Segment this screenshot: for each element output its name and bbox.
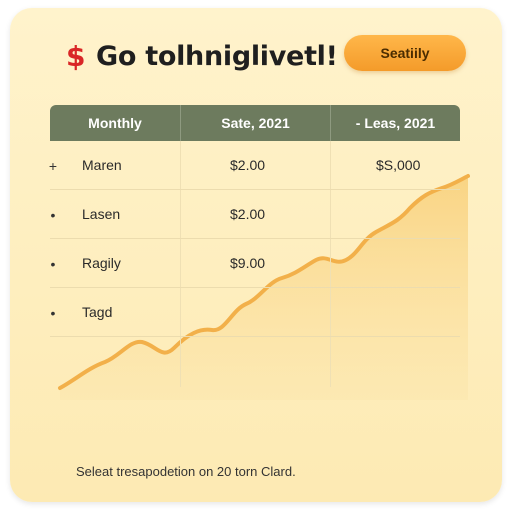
row-value-2: $S,000 (376, 157, 421, 173)
row-name: Lasen (82, 206, 121, 222)
dollar-sign-icon: $ (66, 40, 86, 73)
row-name: Ragily (82, 255, 121, 271)
column-divider (180, 141, 181, 387)
table-row: • Tagd (50, 288, 460, 337)
footer-note: Seleat tresapodetion on 20 torn Clard. (76, 464, 296, 479)
table-row: + Maren $2.00 $S,000 (48, 141, 460, 190)
row-bullet: • (50, 256, 56, 272)
data-table: Monthly Sate, 2021 - Leas, 2021 + Maren … (48, 105, 460, 387)
column-header-monthly: Monthly (88, 115, 142, 131)
primary-action-button[interactable]: Seatiily (344, 35, 466, 71)
row-name: Maren (82, 157, 122, 173)
table-row: • Ragily $9.00 (50, 239, 460, 288)
row-bullet: • (50, 207, 56, 223)
column-header-3: - Leas, 2021 (330, 105, 460, 141)
page-title: Go tolhniglivetl! (96, 41, 338, 72)
row-value-1: $2.00 (230, 157, 266, 173)
table-header: Monthly Sate, 2021 - Leas, 2021 (50, 105, 460, 141)
column-divider (330, 141, 331, 387)
header: $ Go tolhniglivetl! Seatiily (10, 8, 502, 96)
row-name: Tagd (82, 304, 113, 320)
row-value-1: $9.00 (230, 255, 266, 271)
table-row: • Lasen $2.00 (50, 190, 460, 239)
column-header-2: Sate, 2021 (180, 105, 330, 141)
row-value-1: $2.00 (230, 206, 266, 222)
row-bullet: • (50, 305, 56, 321)
row-bullet: + (48, 158, 58, 174)
